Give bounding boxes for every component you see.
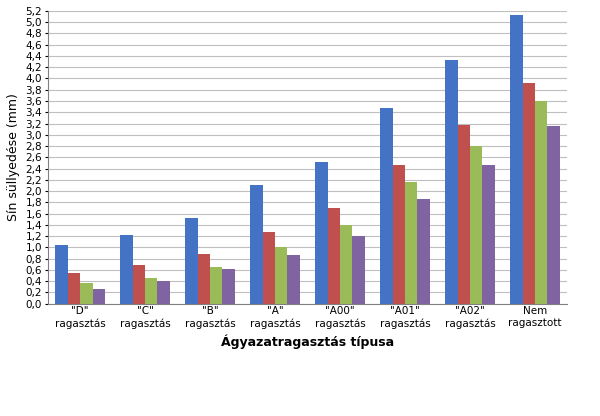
Bar <box>80 283 92 304</box>
Bar <box>275 248 287 304</box>
Bar <box>121 235 133 304</box>
Bar <box>92 289 105 304</box>
Bar <box>145 278 157 304</box>
Bar <box>250 186 263 304</box>
Bar <box>198 254 210 304</box>
Bar <box>418 199 430 304</box>
Bar <box>380 108 392 304</box>
Bar <box>470 146 482 304</box>
Bar <box>185 218 198 304</box>
Bar <box>68 273 80 304</box>
Bar <box>157 281 170 304</box>
Bar <box>392 165 405 304</box>
Bar <box>458 125 470 304</box>
Bar <box>316 162 328 304</box>
Bar <box>482 165 494 304</box>
Bar <box>510 15 523 304</box>
X-axis label: Ágyazatragasztás típusa: Ágyazatragasztás típusa <box>221 334 394 349</box>
Bar <box>405 182 418 304</box>
Y-axis label: Sín süllyedése (mm): Sín süllyedése (mm) <box>7 93 20 221</box>
Bar <box>263 232 275 304</box>
Bar <box>340 225 352 304</box>
Bar <box>133 265 145 304</box>
Bar <box>547 126 560 304</box>
Bar <box>55 245 68 304</box>
Bar <box>535 101 547 304</box>
Bar <box>287 255 300 304</box>
Bar <box>523 83 535 304</box>
Bar <box>328 208 340 304</box>
Bar <box>210 267 223 304</box>
Bar <box>445 60 458 304</box>
Bar <box>352 236 365 304</box>
Bar <box>223 269 235 304</box>
